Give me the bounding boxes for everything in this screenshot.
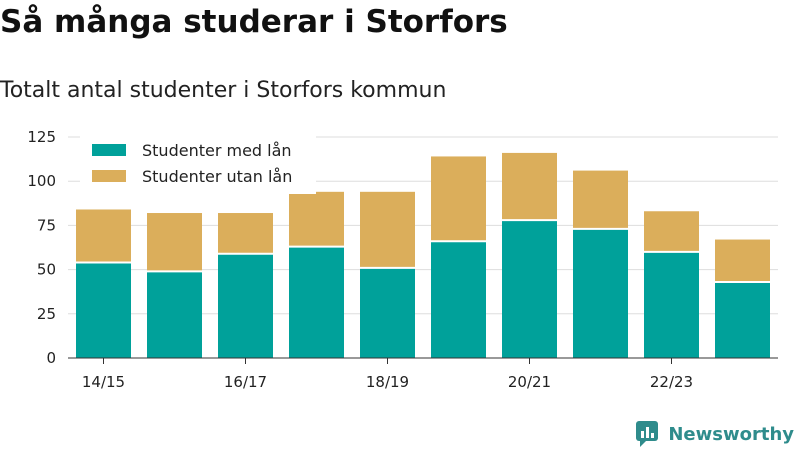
x-tick-label: 14/15	[82, 373, 125, 391]
bar-with-loan	[147, 271, 202, 358]
x-tick-label: 20/21	[508, 373, 551, 391]
y-tick-label: 50	[37, 261, 56, 279]
chart-subtitle: Totalt antal studenter i Storfors kommun	[0, 78, 447, 103]
bar-without-loan	[644, 211, 699, 252]
x-axis-ticks: 14/15 16/17 18/19 20/21 22/23	[82, 358, 693, 391]
bar-without-loan	[218, 213, 273, 254]
bar-without-loan	[147, 213, 202, 272]
y-tick-label: 25	[37, 305, 56, 323]
brand: Newsworthy	[636, 421, 794, 447]
y-tick-label: 0	[46, 349, 56, 367]
y-axis-ticks: 0 25 50 75 100 125	[27, 128, 56, 367]
y-tick-label: 100	[27, 172, 56, 190]
legend-label: Studenter med lån	[142, 141, 292, 160]
x-tick-label: 22/23	[650, 373, 693, 391]
bar-with-loan	[573, 228, 628, 358]
bars	[76, 152, 770, 358]
bar-without-loan	[289, 191, 344, 247]
legend: Studenter med lån Studenter utan lån	[80, 134, 316, 194]
legend-swatch	[92, 144, 126, 156]
x-tick-label: 16/17	[224, 373, 267, 391]
bar-without-loan	[573, 170, 628, 229]
bar-without-loan	[431, 156, 486, 242]
bar-with-loan	[431, 241, 486, 358]
bar-with-loan	[715, 281, 770, 358]
brand-name: Newsworthy	[668, 423, 794, 445]
bar-with-loan	[360, 267, 415, 358]
y-tick-label: 125	[27, 128, 56, 146]
bar-without-loan	[360, 191, 415, 268]
bar-with-loan	[289, 246, 344, 358]
bar-without-loan	[502, 152, 557, 221]
legend-label: Studenter utan lån	[142, 167, 292, 186]
bar-with-loan	[76, 262, 131, 358]
bar-with-loan	[644, 251, 699, 358]
x-tick-label: 18/19	[366, 373, 409, 391]
newsworthy-logo-icon	[636, 421, 659, 447]
legend-swatch	[92, 170, 126, 182]
bar-with-loan	[502, 220, 557, 358]
bar-without-loan	[76, 209, 131, 263]
bar-without-loan	[715, 239, 770, 282]
y-tick-label: 75	[37, 216, 56, 234]
chart-title: Så många studerar i Storfors	[0, 4, 508, 40]
bar-with-loan	[218, 253, 273, 358]
